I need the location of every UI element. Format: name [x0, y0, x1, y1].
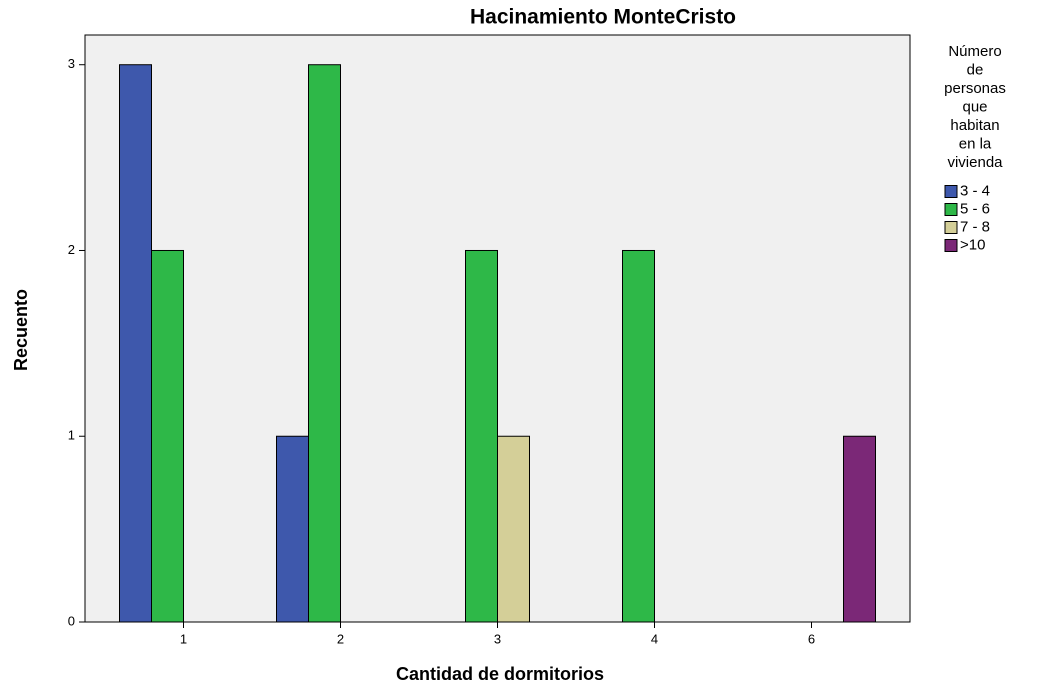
- y-tick-label: 0: [68, 613, 75, 628]
- chart-title: Hacinamiento MonteCristo: [470, 6, 736, 29]
- legend-label: 7 - 8: [960, 218, 990, 235]
- x-axis-title: Cantidad de dormitorios: [396, 664, 604, 684]
- legend-label: 3 - 4: [960, 182, 990, 199]
- bar: [151, 249, 184, 623]
- y-axis-title: Recuento: [11, 289, 31, 371]
- x-tick-label: 2: [337, 631, 344, 646]
- x-tick-label: 1: [180, 631, 187, 646]
- bar: [119, 64, 152, 623]
- bar: [497, 435, 530, 623]
- bar: [276, 435, 309, 623]
- legend-swatch: [944, 239, 958, 252]
- legend-title: Número: [948, 43, 1001, 60]
- y-tick-label: 3: [68, 56, 75, 71]
- bar: [622, 249, 655, 623]
- legend-title: habitan: [950, 117, 999, 134]
- y-tick-label: 2: [68, 242, 75, 257]
- legend-swatch: [944, 221, 958, 234]
- legend-title: vivienda: [947, 154, 1003, 171]
- x-tick-label: 4: [651, 631, 658, 646]
- bar: [843, 435, 876, 623]
- legend-title: personas: [944, 80, 1006, 97]
- legend-title: que: [962, 98, 987, 115]
- legend-title: en la: [959, 135, 992, 152]
- bar: [308, 64, 341, 623]
- legend-swatch: [944, 203, 958, 216]
- x-tick-label: 6: [808, 631, 815, 646]
- legend-label: 5 - 6: [960, 200, 990, 217]
- legend-label: >10: [960, 236, 985, 253]
- legend-title: de: [967, 61, 984, 78]
- x-tick-label: 3: [494, 631, 501, 646]
- y-tick-label: 1: [68, 428, 75, 443]
- bar: [465, 249, 498, 623]
- legend-swatch: [944, 185, 958, 198]
